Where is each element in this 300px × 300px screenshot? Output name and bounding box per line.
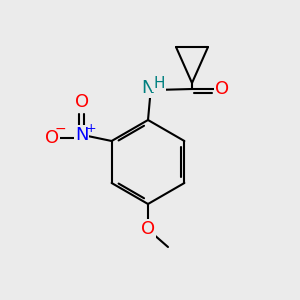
- Text: O: O: [215, 80, 229, 98]
- Text: O: O: [75, 93, 89, 111]
- Text: N: N: [141, 79, 155, 97]
- Text: H: H: [153, 76, 165, 92]
- Text: −: −: [55, 122, 66, 136]
- Text: O: O: [141, 220, 155, 238]
- Text: O: O: [45, 129, 59, 147]
- Text: N: N: [75, 126, 88, 144]
- Text: +: +: [85, 122, 96, 134]
